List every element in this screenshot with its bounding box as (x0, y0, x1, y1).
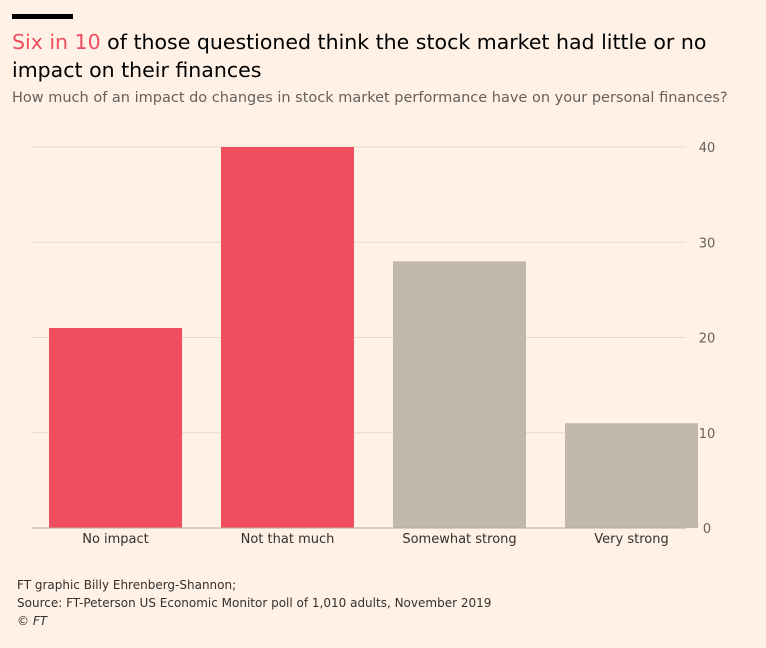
ft-top-rule (12, 14, 73, 19)
y-tick-label: 10 (699, 427, 716, 442)
bar (49, 327, 182, 528)
bars (49, 147, 698, 528)
bar (565, 423, 698, 528)
x-tick-label: Not that much (241, 532, 335, 547)
x-tick-label: Somewhat strong (402, 532, 516, 547)
y-tick-label: 40 (699, 141, 716, 156)
x-tick-label: Very strong (594, 532, 668, 547)
y-tick-label: 0 (703, 522, 711, 537)
y-tick-label: 30 (699, 236, 716, 251)
chart-subtitle: How much of an impact do changes in stoc… (12, 90, 728, 106)
chart-title: Six in 10 of those questioned think the … (12, 28, 732, 84)
x-tick-label: No impact (82, 532, 149, 547)
x-axis-labels: No impact Not that much Somewhat strong Ver… (82, 532, 669, 547)
footer: FT graphic Billy Ehrenberg-Shannon; Sour… (17, 576, 491, 630)
credit-text: FT graphic Billy Ehrenberg-Shannon; (17, 578, 237, 592)
title-highlight: Six in 10 (12, 30, 101, 54)
y-tick-label: 20 (699, 332, 716, 347)
y-axis-ticks: 0 10 20 30 40 (699, 141, 716, 537)
copyright-text: © FT (17, 614, 48, 628)
title-text: of those questioned think the stock mark… (12, 30, 707, 82)
source-text: Source: FT-Peterson US Economic Monitor … (17, 596, 492, 610)
bar (393, 261, 526, 528)
bar (221, 147, 354, 528)
bar-chart: 0 10 20 30 40 No impact Not that much Somewhat… (32, 141, 716, 547)
